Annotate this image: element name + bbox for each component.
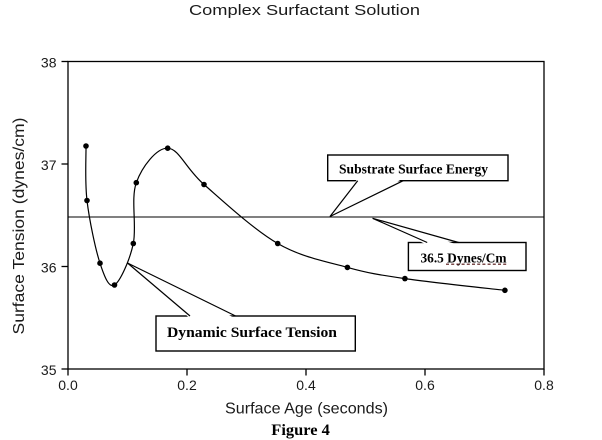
svg-text:0.0: 0.0 — [58, 377, 78, 393]
svg-text:Figure 4: Figure 4 — [271, 422, 330, 439]
svg-text:36.5 Dynes/Cm: 36.5 Dynes/Cm — [421, 252, 507, 267]
svg-text:37: 37 — [41, 157, 57, 173]
svg-text:38: 38 — [41, 55, 57, 71]
svg-text:0.2: 0.2 — [177, 377, 197, 393]
svg-text:0.4: 0.4 — [296, 377, 316, 393]
svg-text:0.8: 0.8 — [534, 377, 554, 393]
svg-text:Complex Surfactant Solution: Complex Surfactant Solution — [189, 2, 420, 19]
svg-text:Dynamic Surface Tension: Dynamic Surface Tension — [167, 325, 338, 341]
svg-text:Substrate Surface Energy: Substrate Surface Energy — [339, 162, 488, 177]
svg-text:Surface Tension (dynes/cm): Surface Tension (dynes/cm) — [11, 118, 28, 335]
svg-text:0.6: 0.6 — [415, 377, 435, 393]
svg-text:35: 35 — [41, 362, 57, 378]
svg-text:36: 36 — [41, 260, 57, 276]
svg-text:Surface Age (seconds): Surface Age (seconds) — [225, 400, 388, 417]
